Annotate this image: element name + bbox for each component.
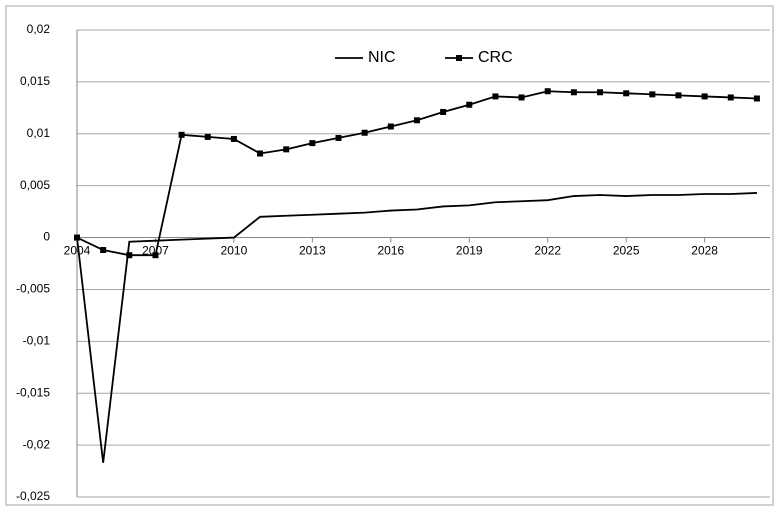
marker xyxy=(100,247,107,254)
x-tick-label: 2004 xyxy=(64,244,91,258)
marker xyxy=(74,234,80,241)
y-tick-label: -0,01 xyxy=(23,334,51,348)
y-tick-label: 0 xyxy=(43,230,50,244)
x-tick-label: 2019 xyxy=(456,244,483,258)
marker xyxy=(230,135,237,142)
x-tick-label: 2013 xyxy=(299,244,326,258)
marker xyxy=(597,89,604,96)
y-tick-label: -0,005 xyxy=(16,282,50,296)
x-tick-label: 2016 xyxy=(377,244,404,258)
y-tick-label: 0,02 xyxy=(27,22,51,36)
marker xyxy=(283,146,290,153)
y-tick-label: 0,01 xyxy=(27,126,51,140)
marker xyxy=(204,133,211,140)
series-line xyxy=(76,192,757,463)
marker xyxy=(570,89,577,96)
x-tick-label: 2022 xyxy=(534,244,561,258)
x-tick-label: 2028 xyxy=(691,244,718,258)
marker xyxy=(701,93,708,100)
marker xyxy=(257,150,264,157)
marker xyxy=(753,95,760,102)
y-tick-label: -0,025 xyxy=(16,489,50,503)
marker xyxy=(727,94,734,101)
marker xyxy=(361,129,368,136)
legend-marker xyxy=(456,55,462,61)
x-tick-label: 2025 xyxy=(613,244,640,258)
marker xyxy=(623,90,630,97)
x-tick-label: 2010 xyxy=(221,244,248,258)
marker xyxy=(387,123,394,130)
marker xyxy=(335,134,342,141)
y-tick-label: 0,015 xyxy=(20,74,50,88)
marker xyxy=(675,92,682,99)
marker xyxy=(178,131,185,138)
marker xyxy=(518,94,525,101)
marker xyxy=(544,88,551,95)
marker xyxy=(492,93,499,100)
y-tick-label: -0,015 xyxy=(16,385,50,399)
marker xyxy=(466,101,473,108)
legend-label: NIC xyxy=(368,49,396,66)
y-tick-label: 0,005 xyxy=(20,178,50,192)
legend-label: CRC xyxy=(478,49,513,66)
marker xyxy=(152,252,159,259)
marker xyxy=(649,91,656,98)
y-tick-label: -0,02 xyxy=(23,437,51,451)
marker xyxy=(440,108,447,115)
marker xyxy=(126,252,133,259)
marker xyxy=(413,117,420,124)
marker xyxy=(309,140,316,147)
